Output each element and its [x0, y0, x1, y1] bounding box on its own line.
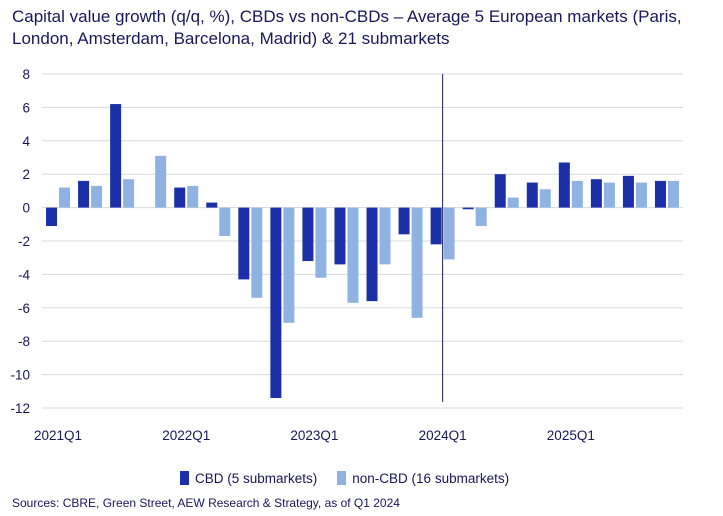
legend-item-cbd: CBD (5 submarkets): [180, 471, 317, 486]
legend-swatch-noncbd: [337, 471, 347, 485]
bar-noncbd: [571, 180, 583, 208]
legend-item-noncbd: non-CBD (16 submarkets): [337, 471, 509, 486]
bar-noncbd: [59, 187, 71, 208]
y-tick-label: -2: [18, 234, 30, 249]
bar-cbd: [110, 104, 122, 208]
x-tick-label: 2022Q1: [162, 428, 210, 443]
y-axis-tick-labels: 8 6 4 2 0 -2 -4 -6 -8 -10 -12: [10, 67, 30, 416]
bar-noncbd: [283, 207, 295, 323]
bar-cbd: [174, 187, 186, 208]
legend-label-cbd: CBD (5 submarkets): [195, 470, 318, 486]
bar-noncbd: [507, 197, 519, 208]
bar-cbd: [590, 179, 602, 208]
y-tick-label: 2: [22, 167, 30, 182]
y-tick-label: -4: [18, 267, 30, 282]
bar-cbd: [46, 207, 58, 226]
x-tick-label: 2025Q1: [547, 428, 595, 443]
bar-noncbd: [187, 185, 199, 208]
bar-noncbd: [443, 207, 455, 260]
bar-cbd: [398, 207, 410, 235]
y-tick-label: 6: [22, 100, 30, 115]
chart-title: Capital value growth (q/q, %), CBDs vs n…: [12, 7, 682, 48]
legend-swatch-cbd: [180, 471, 189, 485]
bar-cbd: [270, 207, 282, 398]
y-tick-label: -10: [10, 368, 30, 383]
bar-noncbd: [667, 180, 679, 208]
bar-noncbd: [539, 189, 551, 208]
bar-cbd: [558, 162, 570, 208]
bar-noncbd: [91, 185, 103, 208]
y-tick-label: 8: [22, 67, 30, 82]
y-tick-label: 4: [22, 134, 30, 149]
x-axis-tick-labels: 2021Q1 2022Q1 2023Q1 2024Q1 2025Q1: [34, 428, 595, 443]
bar-cbd: [494, 174, 506, 208]
bar-cbd: [238, 207, 250, 280]
bar-noncbd: [635, 182, 647, 208]
bar-noncbd: [603, 182, 615, 208]
bar-cbd: [526, 182, 538, 208]
x-tick-label: 2024Q1: [419, 428, 467, 443]
legend-label-noncbd: non-CBD (16 submarkets): [352, 470, 510, 486]
bar-noncbd: [315, 207, 327, 278]
bar-noncbd: [219, 207, 231, 236]
source-note: Sources: CBRE, Green Street, AEW Researc…: [12, 496, 400, 510]
bar-cbd: [622, 175, 634, 208]
bar-noncbd: [155, 155, 167, 208]
bar-cbd: [430, 207, 442, 245]
gridlines: [42, 73, 683, 409]
bar-cbd: [462, 207, 474, 210]
bar-cbd: [78, 180, 90, 208]
bar-cbd: [334, 207, 346, 265]
legend: CBD (5 submarkets) non-CBD (16 submarket…: [180, 469, 529, 487]
bar-noncbd: [475, 207, 487, 226]
bar-noncbd: [123, 179, 135, 208]
y-tick-label: 0: [22, 201, 30, 216]
x-tick-label: 2021Q1: [34, 428, 82, 443]
y-tick-label: -6: [18, 301, 30, 316]
bar-noncbd: [411, 207, 423, 318]
bar-cbd: [206, 202, 218, 208]
bar-noncbd: [347, 207, 359, 303]
bar-cbd: [366, 207, 378, 302]
bar-noncbd: [379, 207, 391, 265]
y-tick-label: -8: [18, 334, 30, 349]
bar-cbd: [654, 180, 666, 208]
x-tick-label: 2023Q1: [290, 428, 338, 443]
bars: [46, 104, 679, 398]
bar-cbd: [302, 207, 314, 262]
bar-noncbd: [251, 207, 263, 298]
y-tick-label: -12: [10, 401, 30, 416]
